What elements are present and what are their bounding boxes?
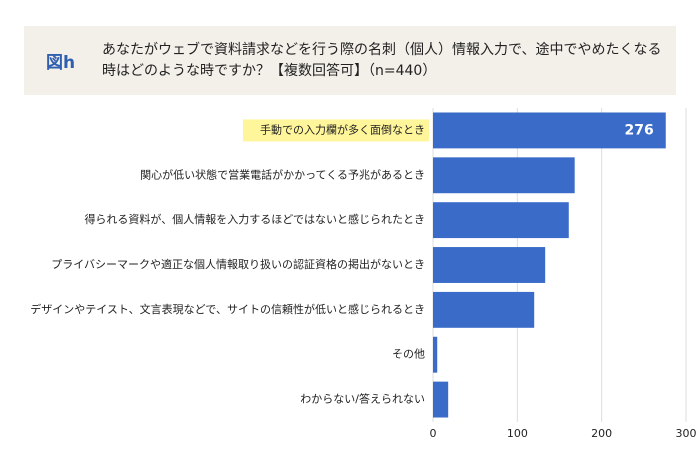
y-tick-label: 手動での入力欄が多く面倒なとき bbox=[260, 122, 425, 136]
bar bbox=[433, 112, 666, 149]
bar bbox=[433, 202, 569, 239]
y-tick-label: プライバシーマークや適正な個人情報取り扱いの認証資格の掲出がないとき bbox=[51, 257, 425, 271]
y-tick-label: わからない/答えられない bbox=[300, 392, 425, 406]
highlight bbox=[243, 119, 429, 142]
bar bbox=[433, 336, 438, 373]
x-tick-label: 200 bbox=[591, 427, 612, 440]
value-label: 276 bbox=[625, 122, 654, 138]
x-tick-label: 100 bbox=[507, 427, 528, 440]
header: 図h あなたがウェブで資料請求などを行う際の名刺（個人）情報入力で、途中でやめた… bbox=[24, 26, 676, 95]
bar bbox=[433, 381, 449, 418]
y-tick-label: その他 bbox=[392, 348, 425, 361]
y-tick-label: 得られる資料が、個人情報を入力するほどではないと感じられたとき bbox=[84, 212, 425, 226]
x-tick-label: 300 bbox=[676, 427, 697, 440]
chart-title: あなたがウェブで資料請求などを行う際の名刺（個人）情報入力で、途中でやめたくなる… bbox=[102, 42, 662, 79]
y-tick-label: デザインやテイスト、文言表現などで、サイトの信頼性が低いと感じられるとき bbox=[30, 302, 425, 316]
figure-label: 図h bbox=[46, 53, 76, 73]
y-tick-label: 関心が低い状態で営業電話がかかってくる予兆があるとき bbox=[140, 167, 425, 181]
bar bbox=[433, 291, 535, 328]
x-tick-label: 0 bbox=[430, 427, 437, 440]
bar bbox=[433, 157, 575, 194]
bar bbox=[433, 247, 546, 283]
